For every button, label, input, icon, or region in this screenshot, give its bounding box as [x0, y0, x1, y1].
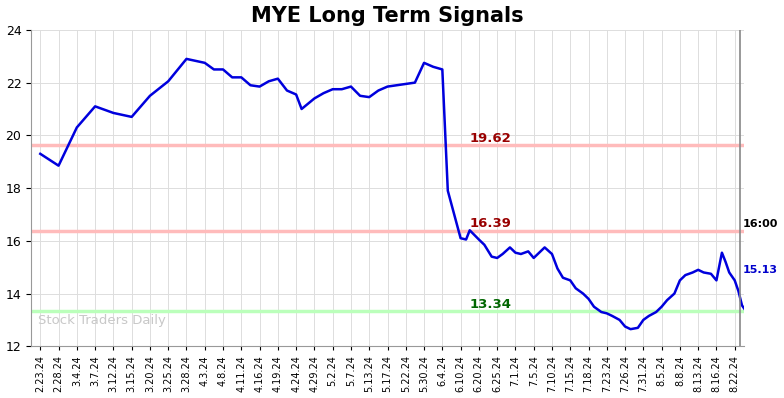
- Point: [765, 261, 778, 267]
- Text: 19.62: 19.62: [470, 132, 511, 145]
- Text: 13.34: 13.34: [470, 298, 512, 311]
- Title: MYE Long Term Signals: MYE Long Term Signals: [251, 6, 524, 25]
- Text: 16.39: 16.39: [470, 217, 512, 230]
- Text: 15.13: 15.13: [743, 265, 778, 275]
- Text: 16:00: 16:00: [743, 219, 779, 229]
- Text: Stock Traders Daily: Stock Traders Daily: [38, 314, 166, 327]
